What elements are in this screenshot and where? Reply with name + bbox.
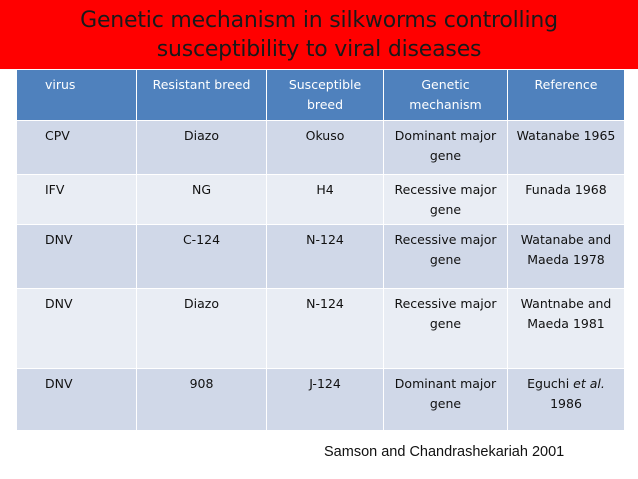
table-row: DNV C-124 N-124 Recessive major gene Wat…: [16, 224, 625, 289]
reference-et-al: et al.: [573, 376, 605, 391]
cell-mechanism: Dominant major gene: [383, 120, 508, 175]
cell-mechanism: Dominant major gene: [383, 368, 508, 431]
gene-table: virus Resistant breed Susceptible breed …: [16, 69, 625, 431]
header-virus: virus: [16, 69, 137, 121]
table-row: IFV NG H4 Recessive major gene Funada 19…: [16, 174, 625, 225]
cell-mechanism: Recessive major gene: [383, 288, 508, 369]
table-row: CPV Diazo Okuso Dominant major gene Wata…: [16, 120, 625, 175]
slide-title: Genetic mechanism in silkworms controlli…: [80, 7, 558, 62]
table-row: DNV Diazo N-124 Recessive major gene Wan…: [16, 288, 625, 369]
cell-resistant: Diazo: [136, 288, 267, 369]
cell-virus: DNV: [16, 224, 137, 289]
cell-resistant: Diazo: [136, 120, 267, 175]
cell-susceptible: H4: [266, 174, 384, 225]
reference-author: Eguchi: [527, 376, 570, 391]
header-susceptible-breed: Susceptible breed: [266, 69, 384, 121]
cell-mechanism: Recessive major gene: [383, 224, 508, 289]
title-banner: Genetic mechanism in silkworms controlli…: [0, 0, 638, 69]
cell-virus: IFV: [16, 174, 137, 225]
cell-resistant: NG: [136, 174, 267, 225]
header-row: virus Resistant breed Susceptible breed …: [16, 69, 625, 121]
reference-year: 1986: [550, 396, 582, 411]
source-citation: Samson and Chandrashekariah 2001: [324, 444, 565, 460]
cell-reference: Wantnabe and Maeda 1981: [507, 288, 625, 369]
cell-resistant: C-124: [136, 224, 267, 289]
cell-susceptible: Okuso: [266, 120, 384, 175]
cell-susceptible: J-124: [266, 368, 384, 431]
header-genetic-mechanism: Genetic mechanism: [383, 69, 508, 121]
header-reference: Reference: [507, 69, 625, 121]
cell-susceptible: N-124: [266, 288, 384, 369]
cell-virus: DNV: [16, 368, 137, 431]
cell-reference: Watanabe and Maeda 1978: [507, 224, 625, 289]
table-row: DNV 908 J-124 Dominant major gene Eguchi…: [16, 368, 625, 431]
cell-reference: Watanabe 1965: [507, 120, 625, 175]
cell-reference: Funada 1968: [507, 174, 625, 225]
header-resistant-breed: Resistant breed: [136, 69, 267, 121]
cell-virus: CPV: [16, 120, 137, 175]
cell-reference: Eguchi et al. 1986: [507, 368, 625, 431]
cell-mechanism: Recessive major gene: [383, 174, 508, 225]
cell-resistant: 908: [136, 368, 267, 431]
cell-virus: DNV: [16, 288, 137, 369]
cell-susceptible: N-124: [266, 224, 384, 289]
